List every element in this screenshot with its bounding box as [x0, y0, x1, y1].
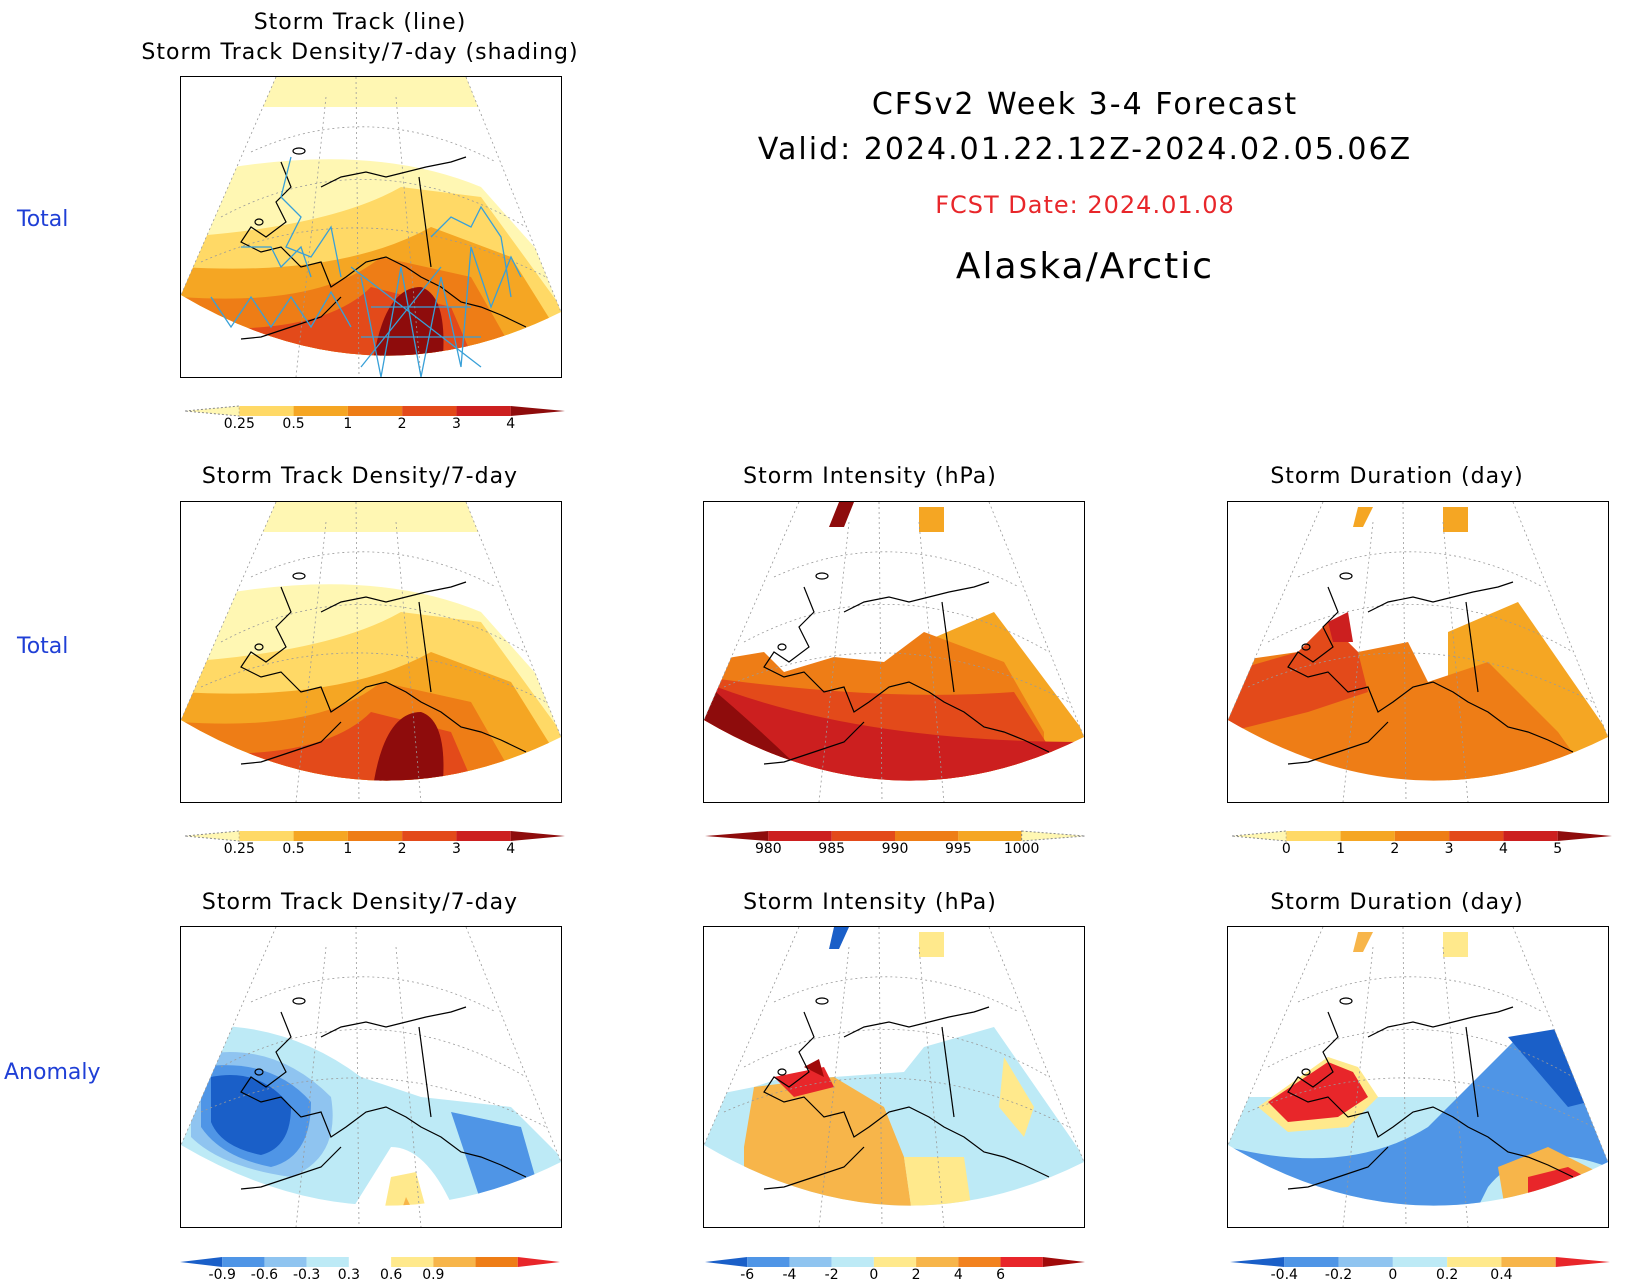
colorbar-tick-label: 0.25	[223, 416, 255, 432]
colorbar-tick-label: -6	[740, 1267, 755, 1283]
panel7-title: Storm Duration (day)	[1270, 890, 1524, 915]
colorbar-tick-label: 2	[1390, 841, 1400, 857]
map-panel-intensity	[703, 501, 1085, 803]
map-panel-intensity-anomaly	[703, 926, 1085, 1228]
map-density	[181, 502, 561, 802]
colorbar-tick-label: 990	[881, 841, 909, 857]
row-label-anomaly: Anomaly	[4, 1060, 101, 1085]
colorbar-tick-label: -4	[782, 1267, 797, 1283]
colorbar-tick-label: -0.6	[250, 1267, 279, 1283]
colorbar-intensity-anomaly: -6 -4 -2 0 2 4 6	[695, 1255, 1100, 1283]
panel1-title-line1: Storm Track (line)	[253, 10, 467, 35]
map-panel-duration	[1227, 501, 1609, 803]
colorbar-density: 0.25 0.5 1 2 3 4	[175, 829, 575, 859]
map-panel-storm-track	[180, 76, 562, 378]
colorbar-density-anomaly: -0.9 -0.6 -0.3 0.3 0.6 0.9	[170, 1255, 575, 1283]
forecast-title: CFSv2 Week 3-4 Forecast	[871, 87, 1299, 122]
colorbar-duration: 0 1 2 3 4 5	[1222, 829, 1622, 859]
panel3-title: Storm Intensity (hPa)	[743, 464, 997, 489]
colorbar-tick-label: 0.6	[379, 1267, 403, 1283]
colorbar-tick-label: 0.5	[282, 416, 305, 432]
colorbar-tick-label: 0.25	[223, 841, 255, 857]
panel1-title-line2: Storm Track Density/7-day (shading)	[141, 40, 579, 65]
map-intensity-anomaly	[704, 927, 1084, 1227]
colorbar-tick-label: 2	[397, 416, 407, 432]
colorbar-tick-label: -2	[824, 1267, 839, 1283]
colorbar-intensity: 980 985 990 995 1000	[695, 829, 1095, 859]
colorbar-tick-label: 985	[818, 841, 846, 857]
map-duration-anomaly	[1228, 927, 1608, 1227]
colorbar-tick-label: 0.5	[282, 841, 305, 857]
colorbar-tick-label: 0	[1388, 1267, 1398, 1283]
map-panel-density	[180, 501, 562, 803]
panel5-title: Storm Track Density/7-day	[201, 890, 519, 915]
colorbar-tick-label: 1	[1336, 841, 1346, 857]
colorbar-tick-label: 0	[869, 1267, 879, 1283]
colorbar-tick-label: 0.9	[422, 1267, 445, 1283]
colorbar-tick-label: -0.3	[292, 1267, 321, 1283]
colorbar-tick-label: 1	[343, 841, 353, 857]
colorbar-tick-label: 4	[506, 841, 516, 857]
colorbar-tick-label: 4	[506, 416, 516, 432]
colorbar-tick-label: 980	[754, 841, 782, 857]
colorbar-tick-label: 0.3	[337, 1267, 361, 1283]
map-intensity	[704, 502, 1084, 802]
map-panel-density-anomaly	[180, 926, 562, 1228]
colorbar-tick-label: 995	[944, 841, 972, 857]
forecast-date: FCST Date: 2024.01.08	[935, 191, 1235, 219]
colorbar-tick-label: 3	[1444, 841, 1454, 857]
colorbar-tick-label: 0.4	[1490, 1267, 1513, 1283]
panel4-title: Storm Duration (day)	[1270, 464, 1524, 489]
panel2-title: Storm Track Density/7-day	[201, 464, 519, 489]
row-label-total-2: Total	[17, 634, 69, 659]
colorbar-tick-label: -0.4	[1270, 1267, 1298, 1283]
colorbar-tick-label: 1000	[1003, 841, 1040, 857]
colorbar-tick-label: 0	[1281, 841, 1291, 857]
row-label-total-1: Total	[17, 207, 69, 232]
colorbar-tick-label: 3	[451, 416, 461, 432]
colorbar-tick-label: -0.9	[208, 1267, 236, 1283]
panel6-title: Storm Intensity (hPa)	[743, 890, 997, 915]
colorbar-tick-label: 6	[996, 1267, 1006, 1283]
valid-range: Valid: 2024.01.22.12Z-2024.02.05.06Z	[757, 132, 1413, 167]
colorbar-tick-label: 5	[1553, 841, 1563, 857]
map-density-anomaly	[181, 927, 561, 1227]
map-duration	[1228, 502, 1608, 802]
region-label: Alaska/Arctic	[955, 246, 1215, 287]
colorbar-duration-anomaly: -0.4 -0.2 0 0.2 0.4	[1220, 1255, 1625, 1283]
colorbar-tick-label: 3	[451, 841, 461, 857]
map-storm-track	[181, 77, 561, 377]
colorbar-tick-label: 1	[343, 416, 353, 432]
colorbar-tick-label: 4	[953, 1267, 963, 1283]
colorbar-tick-label: 4	[1498, 841, 1508, 857]
colorbar-density-top: 0.25 0.5 1 2 3 4	[175, 404, 575, 434]
colorbar-tick-label: 2	[911, 1267, 921, 1283]
map-panel-duration-anomaly	[1227, 926, 1609, 1228]
colorbar-tick-label: -0.2	[1324, 1267, 1353, 1283]
colorbar-tick-label: 2	[397, 841, 407, 857]
colorbar-tick-label: 0.2	[1436, 1267, 1459, 1283]
